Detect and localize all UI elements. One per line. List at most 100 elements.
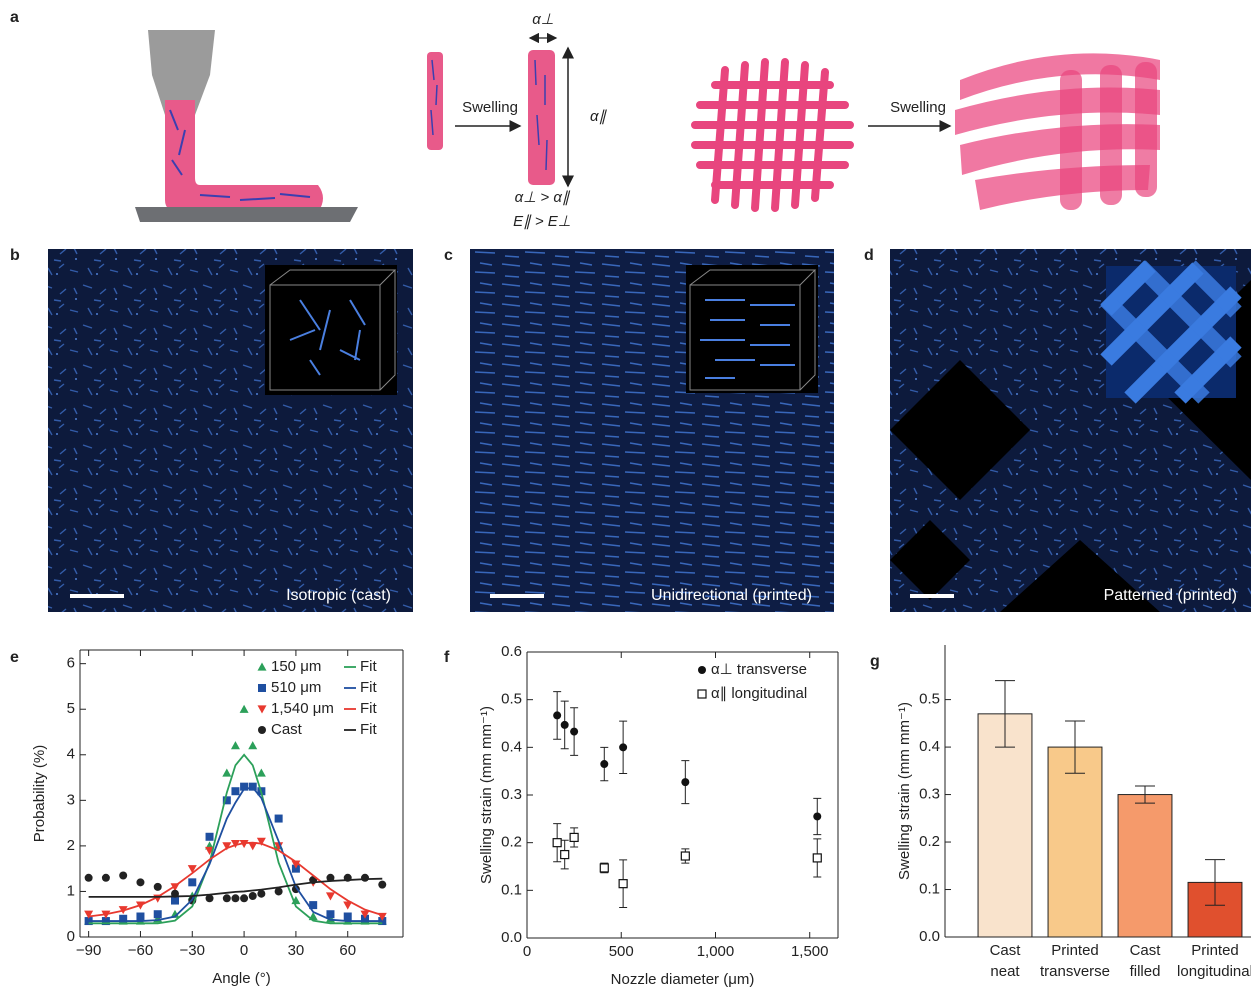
marker	[257, 705, 267, 714]
marker	[222, 796, 231, 805]
error-bar	[1065, 720, 1085, 774]
legend-label: Fit	[360, 679, 377, 696]
y-tick-label: 0.2	[501, 834, 522, 851]
x-tick-label: 1,000	[697, 943, 735, 960]
marker	[187, 865, 197, 874]
marker	[274, 842, 284, 851]
marker	[361, 873, 369, 882]
micrograph-caption: Isotropic (cast)	[286, 587, 391, 604]
marker	[257, 662, 267, 671]
marker	[360, 910, 370, 919]
marker	[205, 894, 214, 903]
marker	[291, 864, 300, 873]
marker	[240, 782, 249, 791]
fit-line	[88, 753, 383, 925]
marker	[240, 894, 249, 903]
y-tick-label: 0.2	[919, 833, 940, 850]
marker	[136, 912, 145, 921]
micrograph-caption: Patterned (printed)	[1104, 587, 1237, 604]
marker	[205, 832, 214, 841]
bar	[1047, 746, 1103, 938]
x-tick-label: −60	[128, 942, 153, 959]
marker	[343, 901, 353, 910]
y-tick-label: 0.4	[919, 738, 940, 755]
panel-label: f	[444, 649, 450, 666]
legend-label: Fit	[360, 700, 377, 717]
marker	[136, 878, 145, 887]
marker	[256, 837, 266, 846]
marker	[239, 704, 249, 713]
x-tick-label: 30	[288, 942, 305, 959]
panel-label: c	[444, 247, 453, 264]
marker	[309, 901, 318, 910]
fit-line	[88, 841, 383, 918]
marker	[256, 768, 266, 777]
marker	[326, 910, 335, 919]
legend-label: α⊥ transverse	[711, 661, 807, 678]
marker	[813, 812, 822, 821]
marker	[248, 842, 258, 851]
annotation: E∥ > E⊥	[513, 213, 571, 230]
marker	[326, 873, 335, 882]
annotation: Swelling	[890, 99, 946, 116]
marker	[378, 880, 387, 889]
panel-label: e	[10, 649, 19, 666]
marker	[570, 727, 579, 736]
x-tick-label: −90	[76, 942, 101, 959]
annotation: α⊥	[532, 11, 554, 28]
marker	[274, 814, 283, 823]
legend-label: α∥ longitudinal	[711, 685, 807, 702]
micrograph	[890, 249, 1251, 612]
marker	[231, 787, 240, 796]
marker	[560, 720, 569, 729]
marker	[698, 666, 706, 674]
marker	[553, 711, 562, 720]
marker	[258, 726, 266, 734]
marker	[188, 878, 197, 887]
y-tick-label: 0.4	[501, 738, 522, 755]
bar	[1117, 794, 1173, 938]
marker	[681, 778, 690, 787]
error-bar	[995, 680, 1015, 748]
panel-label: b	[10, 247, 20, 264]
marker	[258, 684, 266, 692]
error-bar	[1135, 785, 1155, 804]
marker	[205, 846, 215, 855]
y-axis-label: Swelling strain (mm mm⁻¹)	[478, 706, 495, 884]
legend-label: 150 μm	[271, 658, 321, 675]
annotation: α⊥ > α∥	[515, 189, 571, 206]
x-axis-label: Angle (°)	[212, 970, 271, 987]
annotation: Swelling	[462, 99, 518, 116]
x-tick-label: Cast neat	[990, 942, 1022, 980]
panel-a-drawing	[135, 30, 1160, 222]
marker	[619, 743, 628, 752]
x-tick-label: Cast filled	[1130, 942, 1162, 980]
fit-line	[88, 786, 383, 922]
y-tick-label: 3	[67, 791, 75, 808]
legend-label: 1,540 μm	[271, 700, 334, 717]
marker	[248, 741, 258, 750]
x-tick-label: −30	[180, 942, 205, 959]
marker	[119, 871, 128, 880]
marker	[274, 887, 283, 896]
legend-label: Cast	[271, 721, 303, 738]
annotation: α∥	[590, 108, 608, 125]
y-tick-label: 0.1	[501, 881, 522, 898]
y-tick-label: 5	[67, 700, 75, 717]
marker	[560, 849, 570, 860]
x-tick-label: Printed transverse	[1040, 942, 1110, 980]
x-axis-label: Nozzle diameter (μm)	[611, 971, 755, 988]
marker	[343, 912, 352, 921]
y-tick-label: 2	[67, 837, 75, 854]
y-tick-label: 0.1	[919, 880, 940, 897]
y-tick-label: 0.3	[919, 786, 940, 803]
x-tick-label: 60	[339, 942, 356, 959]
marker	[230, 741, 240, 750]
fit-line	[88, 877, 383, 898]
micrograph	[48, 249, 413, 612]
marker	[361, 914, 369, 923]
micrograph	[470, 249, 834, 612]
legend-label: 510 μm	[271, 679, 321, 696]
y-tick-label: 6	[67, 655, 75, 672]
y-tick-label: 0.0	[919, 928, 940, 945]
